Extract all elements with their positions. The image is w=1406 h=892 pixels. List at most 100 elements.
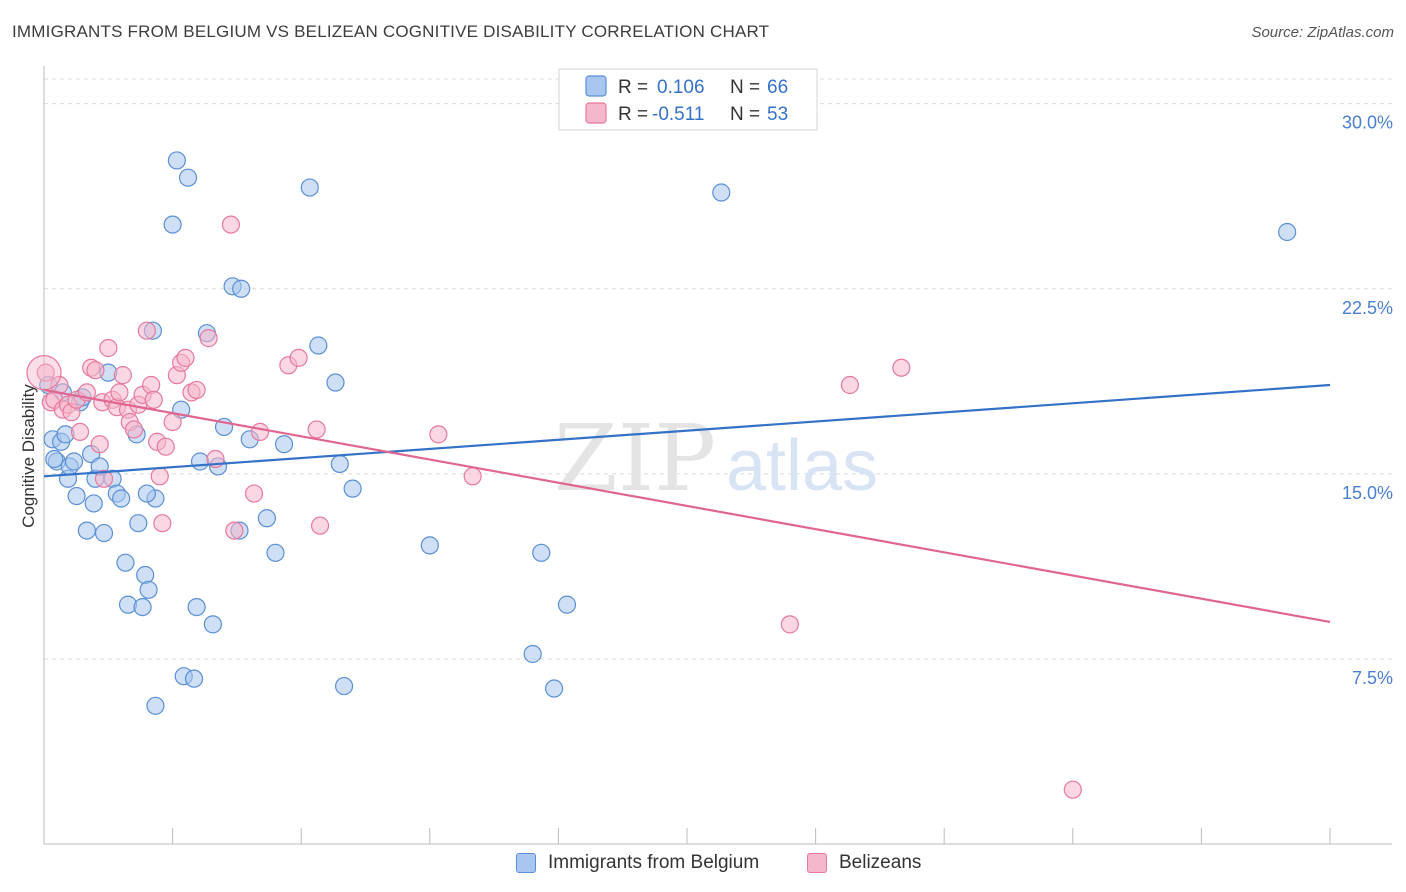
point-belgium	[167, 151, 186, 170]
point-belizean	[137, 321, 156, 340]
trend-layer	[43, 383, 1331, 623]
point-belgium	[178, 168, 198, 187]
point-belgium	[420, 536, 439, 555]
point-belizean	[113, 366, 132, 385]
legend-n-value-2: 53	[767, 104, 788, 125]
point-belizean	[307, 420, 326, 439]
point-belizean	[1063, 780, 1082, 799]
point-belizean	[90, 435, 109, 454]
chart-title: IMMIGRANTS FROM BELGIUM VS BELIZEAN COGN…	[12, 22, 770, 41]
point-belgium	[45, 449, 64, 469]
point-belizean	[124, 420, 144, 439]
point-belgium	[67, 486, 86, 506]
point-belgium	[300, 178, 319, 197]
point-belizean	[144, 390, 163, 409]
y-tick-label: 15.0%	[1342, 483, 1393, 503]
point-belizean	[429, 425, 448, 444]
legend-swatch-blue	[585, 75, 607, 97]
point-belizean	[86, 361, 105, 380]
point-belizean	[156, 437, 175, 456]
point-belgium	[163, 215, 182, 234]
point-belgium	[523, 644, 542, 664]
point-belgium	[137, 484, 156, 503]
point-belgium	[330, 454, 349, 474]
point-belgium	[266, 543, 285, 562]
legend-box: R = 0.106 N = 66 R = -0.511 N = 53	[558, 68, 818, 131]
axis-layer: 7.5%15.0%22.5%30.0%0.0%15.0%	[43, 66, 1393, 845]
point-belgium	[274, 435, 294, 454]
point-belizean	[36, 363, 55, 382]
point-belgium	[133, 597, 152, 617]
point-belizean-large	[26, 355, 62, 391]
point-belizean	[780, 615, 799, 634]
point-belizean	[150, 467, 169, 486]
point-belgium	[84, 494, 103, 513]
y-tick-label: 22.5%	[1342, 298, 1393, 318]
trend-line-belizean	[43, 388, 1331, 623]
bottom-legend-label-belgium: Immigrants from Belgium	[548, 852, 760, 873]
y-axis-label: Cognitive Disability	[19, 384, 38, 528]
point-belizean	[250, 422, 270, 441]
point-belizean	[187, 380, 206, 400]
legend-r-label-1: R =	[618, 77, 648, 98]
bottom-legend-swatch-pink	[807, 853, 827, 873]
point-belizean	[163, 412, 182, 432]
point-belgium	[309, 336, 328, 355]
point-belgium	[112, 489, 131, 508]
bottom-legend-swatch-blue	[516, 853, 536, 873]
point-belgium	[129, 514, 148, 533]
bottom-legend-item-belgium: Immigrants from Belgium	[516, 852, 759, 874]
point-belgium	[187, 597, 206, 617]
point-belgium	[334, 676, 354, 696]
point-belizean	[94, 469, 114, 488]
legend-n-label-2: N =	[730, 104, 760, 125]
point-belgium	[184, 669, 204, 688]
point-belgium	[712, 183, 731, 202]
point-belgium	[94, 523, 114, 543]
point-belizean	[110, 383, 129, 402]
bottom-legend-item-belizeans: Belizeans	[807, 852, 921, 874]
points-layer	[26, 151, 1297, 799]
point-belgium	[203, 615, 222, 634]
legend-swatch-pink	[585, 102, 607, 124]
point-belgium	[116, 553, 135, 572]
legend-r-value-1: 0.106	[657, 77, 705, 98]
legend-n-label-1: N =	[730, 77, 760, 98]
scatter-chart: 7.5%15.0%22.5%30.0%0.0%15.0% ZIP atlas C…	[19, 66, 1393, 845]
point-belgium	[343, 479, 362, 498]
point-belgium	[136, 565, 155, 585]
point-belgium	[139, 580, 158, 599]
point-belgium	[326, 373, 345, 392]
trend-line-belgium	[43, 383, 1331, 478]
point-belgium	[257, 509, 277, 528]
point-belizean	[244, 484, 264, 503]
point-belgium	[532, 543, 551, 562]
point-belizean	[221, 215, 240, 234]
legend-r-value-2: -0.511	[652, 104, 704, 125]
watermark-atlas: atlas	[726, 426, 878, 506]
legend-n-value-1: 66	[767, 77, 788, 98]
point-belgium	[557, 595, 577, 614]
point-belizean	[99, 338, 118, 358]
watermark-zip: ZIP	[554, 405, 716, 512]
y-tick-label: 30.0%	[1342, 113, 1393, 133]
point-belizean	[142, 375, 161, 395]
bottom-legend: Immigrants from Belgium Belizeans	[0, 852, 1406, 878]
point-belgium	[190, 452, 210, 471]
chart-source: Source: ZipAtlas.com	[1251, 24, 1394, 41]
point-belizean	[70, 422, 90, 441]
bottom-legend-label-belizeans: Belizeans	[839, 852, 922, 873]
point-belgium	[1278, 222, 1297, 242]
y-tick-label: 7.5%	[1352, 668, 1393, 688]
point-belizean	[892, 358, 911, 377]
point-belgium	[77, 521, 96, 540]
grid-layer	[44, 78, 1392, 660]
point-belgium	[545, 679, 564, 698]
point-belizean	[199, 329, 218, 348]
point-belizean	[289, 348, 308, 367]
point-belizean	[840, 375, 859, 395]
point-belizean	[225, 521, 244, 540]
point-belizean	[463, 467, 482, 486]
legend-r-label-2: R =	[618, 104, 648, 125]
point-belgium	[64, 452, 84, 471]
